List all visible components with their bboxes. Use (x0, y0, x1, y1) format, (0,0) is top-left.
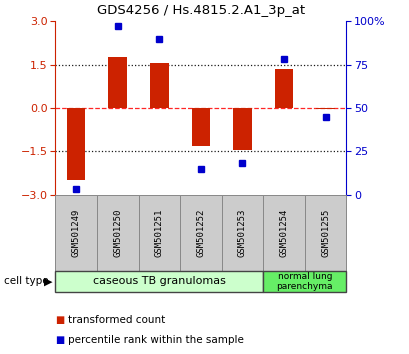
Bar (304, 195, 346, 271)
Text: GSM501253: GSM501253 (237, 209, 246, 257)
Text: GSM501254: GSM501254 (279, 209, 288, 257)
Bar (263, 271, 346, 292)
Text: caseous TB granulomas: caseous TB granulomas (93, 276, 225, 286)
Text: transformed count: transformed count (67, 315, 164, 325)
Text: percentile rank within the sample: percentile rank within the sample (67, 335, 243, 345)
Bar (55, 195, 97, 271)
Bar (180, 195, 221, 271)
Bar (97, 195, 138, 271)
Text: GSM501250: GSM501250 (113, 209, 122, 257)
Text: ▶: ▶ (44, 276, 52, 286)
Text: cell type: cell type (4, 276, 49, 286)
Bar (221, 195, 263, 271)
Bar (191, 108, 210, 145)
Text: ■: ■ (55, 335, 65, 345)
Text: ■: ■ (55, 315, 65, 325)
Bar (55, 271, 263, 292)
Text: GSM501252: GSM501252 (196, 209, 205, 257)
Bar (274, 69, 293, 108)
Text: GSM501251: GSM501251 (155, 209, 164, 257)
Text: GSM501249: GSM501249 (72, 209, 81, 257)
Bar (233, 108, 251, 150)
Title: GDS4256 / Hs.4815.2.A1_3p_at: GDS4256 / Hs.4815.2.A1_3p_at (97, 4, 304, 17)
Bar (67, 108, 85, 180)
Bar (138, 195, 180, 271)
Text: normal lung
parenchyma: normal lung parenchyma (276, 272, 332, 291)
Text: GSM501255: GSM501255 (320, 209, 329, 257)
Bar (108, 57, 127, 108)
Bar (263, 195, 304, 271)
Bar (150, 63, 168, 108)
Bar (315, 108, 334, 109)
